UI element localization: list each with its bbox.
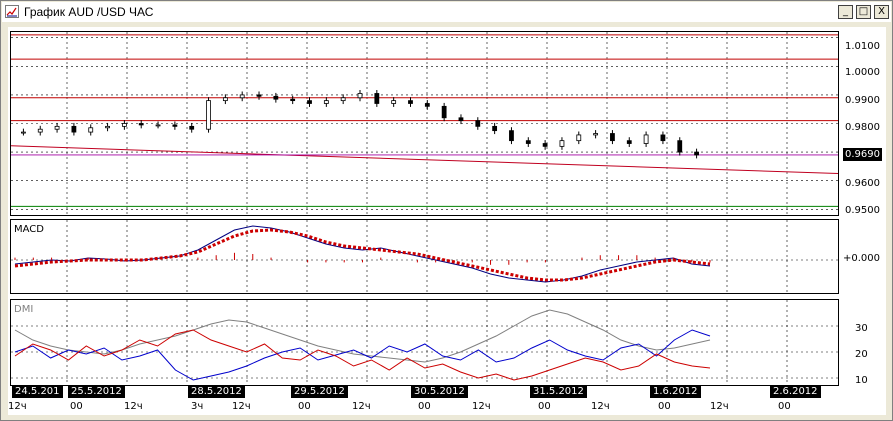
candle-body (458, 117, 464, 122)
time-tick: 00 (538, 401, 551, 412)
candle-body (576, 134, 582, 142)
candle-body (374, 93, 380, 104)
time-tick: 3ч (191, 401, 204, 412)
candle-body (21, 131, 26, 134)
candle-body (475, 120, 481, 127)
price-label-09500: 0.9500 (845, 205, 880, 216)
date-tag-24-5: 24.5.201 (12, 385, 63, 398)
dmi-plus-line (14, 329, 711, 381)
time-tick: 00 (418, 401, 431, 412)
candle-body (290, 98, 296, 102)
date-tag-2-6: 2.6.2012 (770, 385, 821, 398)
right-axis: 1.0100 1.0000 0.9900 0.9800 0.9600 0.950… (843, 41, 880, 386)
price-chart-svg (10, 32, 839, 215)
date-tag-30-5: 30.5.2012 (411, 385, 468, 398)
time-tick: 00 (70, 401, 83, 412)
close-button[interactable]: X (874, 5, 889, 19)
candle-body (239, 94, 245, 99)
candle-body (424, 103, 430, 107)
candle-body (222, 97, 228, 102)
time-tick: 00 (298, 401, 311, 412)
time-tick: 12ч (710, 401, 729, 412)
candle-body (121, 123, 127, 127)
price-label-09900: 0.9900 (845, 95, 880, 106)
candle-body (273, 95, 279, 100)
current-price-tag: 0.9690 (843, 148, 882, 161)
candle-body (357, 93, 363, 99)
adx-line (14, 309, 711, 363)
dmi-label-10: 10 (855, 375, 868, 386)
candle-body (492, 125, 498, 132)
candle-body (37, 128, 43, 133)
macd-panel[interactable]: MACD (10, 219, 839, 294)
candle-body (677, 140, 683, 153)
macd-signal-line (14, 228, 711, 282)
dmi-minus-line (14, 329, 711, 381)
candle-body (660, 134, 666, 142)
macd-zero-label: +0.000 (843, 253, 880, 264)
time-tick: 12ч (232, 401, 251, 412)
dmi-label: DMI (14, 304, 33, 315)
candle-body (441, 105, 447, 119)
candle-body (610, 133, 615, 142)
dmi-panel[interactable]: DMI (10, 299, 839, 386)
candle-body (256, 94, 262, 97)
candle-body (391, 100, 397, 104)
candle-body (54, 125, 60, 130)
candle-body (189, 125, 195, 130)
candle-body (105, 125, 110, 129)
candle-body (155, 124, 161, 127)
time-tick: 12ч (472, 401, 491, 412)
date-tag-28-5: 28.5.2012 (188, 385, 245, 398)
time-tick: 12ч (8, 401, 27, 412)
candle-body (88, 127, 94, 133)
date-tag-25-5: 25.5.2012 (68, 385, 125, 398)
date-tag-1-6: 1.6.2012 (650, 385, 701, 398)
time-tick: 00 (658, 401, 671, 412)
candle-body (593, 133, 599, 136)
chart-app-icon (5, 5, 19, 18)
dmi-label-30: 30 (855, 323, 868, 334)
candle-body (138, 123, 144, 126)
candle-body (172, 124, 178, 127)
price-panel[interactable] (10, 31, 839, 216)
time-tick: 00 (778, 401, 791, 412)
window-title: График AUD /USD ЧАС (24, 5, 154, 19)
candle-body (525, 140, 531, 144)
candle-body (626, 140, 632, 144)
price-label-10000: 1.0000 (845, 67, 880, 78)
candle-body (307, 100, 312, 104)
date-tag-29-5: 29.5.2012 (291, 385, 348, 398)
price-label-09800: 0.9800 (845, 122, 880, 133)
trend-line (10, 145, 839, 175)
candle-body (559, 140, 565, 147)
dmi-label-20: 20 (855, 349, 868, 360)
title-bar[interactable]: График AUD /USD ЧАС _ □ X (2, 2, 891, 22)
minimize-button[interactable]: _ (838, 5, 853, 19)
price-label-10100: 1.0100 (845, 41, 880, 52)
candle-body (323, 100, 329, 104)
time-tick: 12ч (124, 401, 143, 412)
macd-label: MACD (14, 224, 44, 235)
candle-body (206, 100, 211, 130)
candle-body (542, 143, 548, 147)
time-tick: 12ч (591, 401, 610, 412)
candle-body (509, 130, 514, 142)
maximize-button[interactable]: □ (856, 5, 871, 19)
macd-chart-svg: MACD (11, 220, 838, 293)
dmi-chart-svg: DMI (11, 300, 838, 385)
price-label-09600: 0.9600 (845, 178, 880, 189)
date-tag-31-5: 31.5.2012 (530, 385, 587, 398)
time-tick: 12ч (352, 401, 371, 412)
candle-body (408, 100, 413, 104)
candle-body (340, 97, 346, 102)
candle-body (694, 151, 699, 156)
candle-body (71, 125, 77, 133)
candle-body (643, 134, 649, 144)
chart-area[interactable]: MACD DMI 1.0100 1.0000 0.9900 0.9800 0.9… (8, 27, 886, 415)
